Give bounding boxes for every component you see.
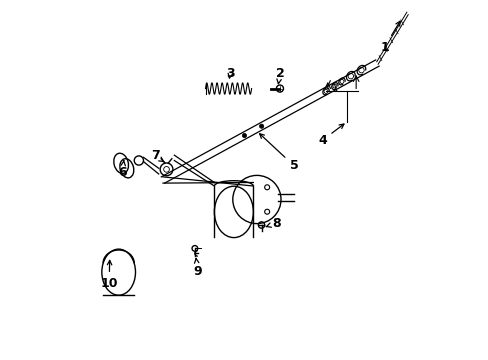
Text: 9: 9	[193, 258, 202, 278]
Text: 7: 7	[150, 149, 164, 162]
Text: 3: 3	[225, 67, 234, 80]
Text: 4: 4	[318, 124, 343, 147]
Text: 6: 6	[118, 161, 126, 179]
Text: 2: 2	[275, 67, 284, 84]
Text: 5: 5	[259, 134, 298, 172]
Text: 8: 8	[266, 217, 280, 230]
Text: 10: 10	[100, 260, 118, 290]
Circle shape	[242, 134, 246, 138]
Circle shape	[259, 124, 263, 128]
Text: 1: 1	[379, 21, 399, 54]
